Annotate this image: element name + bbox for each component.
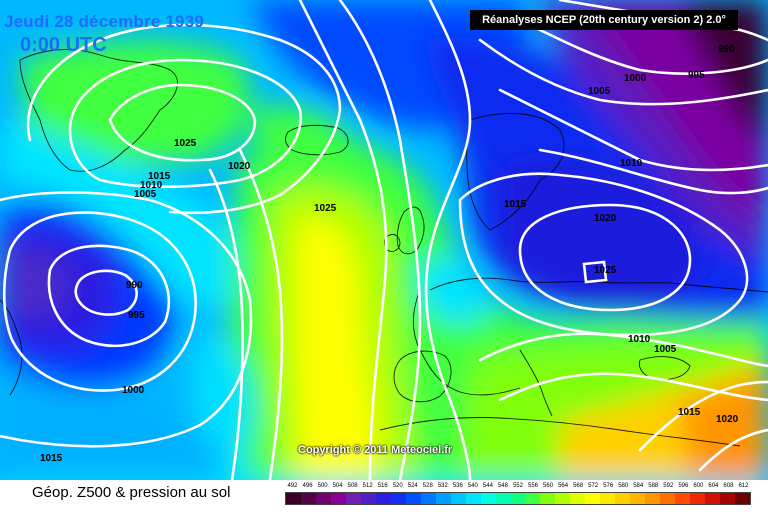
isobars xyxy=(0,0,768,480)
legend-label: 528 xyxy=(422,483,433,489)
legend-swatch xyxy=(735,493,751,504)
legend-label: 496 xyxy=(302,483,313,489)
isobar-label: 1015 xyxy=(678,407,701,418)
legend-label: 612 xyxy=(738,483,749,489)
legend-labels: 492 496 500 504 508 512 516 520 524 528 532 536 540 5… xyxy=(285,482,751,491)
isobar-label: 1025 xyxy=(594,265,617,276)
isobar-label: 1005 xyxy=(654,344,677,355)
isobar-label: 1025 xyxy=(174,138,197,149)
legend-label: 536 xyxy=(452,483,463,489)
isobar-label: 1015 xyxy=(504,199,527,210)
legend-label: 548 xyxy=(497,483,508,489)
isobar-labels: 990 1000 995 1005 1010 1025 1020 1015 10… xyxy=(40,44,739,464)
legend-swatch xyxy=(705,493,721,504)
legend-swatch xyxy=(465,493,481,504)
legend-swatch xyxy=(420,493,436,504)
isobar-label: 1010 xyxy=(140,180,163,191)
legend-label: 556 xyxy=(528,483,539,489)
legend-swatch xyxy=(345,493,361,504)
legend-swatch xyxy=(375,493,391,504)
map-date: Jeudi 28 décembre 1939 xyxy=(4,12,205,31)
isobar-label: 1015 xyxy=(148,171,171,182)
legend-label: 516 xyxy=(377,483,388,489)
legend-swatch xyxy=(510,493,526,504)
legend-swatch xyxy=(585,493,601,504)
legend-label: 504 xyxy=(332,483,343,489)
legend-label: 604 xyxy=(708,483,719,489)
isobar-label: 1005 xyxy=(588,86,611,97)
footer-title: Géop. Z500 & pression au sol xyxy=(32,484,231,501)
isobar-label: 990 xyxy=(718,44,735,55)
legend-label: 572 xyxy=(588,483,599,489)
legend-swatch xyxy=(675,493,691,504)
isobar-label: 990 xyxy=(126,280,143,291)
isobar-label: 1000 xyxy=(624,73,647,84)
legend-label: 584 xyxy=(633,483,644,489)
isobar-label: 1010 xyxy=(620,158,643,169)
legend-label: 592 xyxy=(663,483,674,489)
legend-swatch xyxy=(615,493,631,504)
legend-label: 600 xyxy=(693,483,704,489)
legend-label: 564 xyxy=(558,483,569,489)
weather-map: 990 1000 995 1005 1010 1025 1020 1015 10… xyxy=(0,0,768,480)
legend-label: 568 xyxy=(573,483,584,489)
legend-swatch xyxy=(570,493,586,504)
isobar-label: 1010 xyxy=(628,334,651,345)
map-time: 0:00 UTC xyxy=(20,34,107,56)
isobar-label: 1025 xyxy=(314,203,337,214)
legend-label: 524 xyxy=(407,483,418,489)
legend-swatch xyxy=(435,493,451,504)
isobar-label: 1005 xyxy=(134,189,157,200)
legend-label: 596 xyxy=(678,483,689,489)
isobar-label: 1000 xyxy=(122,385,145,396)
legend-label: 500 xyxy=(317,483,328,489)
legend-swatch xyxy=(600,493,616,504)
legend-swatch xyxy=(645,493,661,504)
legend-swatch xyxy=(300,493,316,504)
isobar-label: 1020 xyxy=(228,161,251,172)
legend-label: 580 xyxy=(618,483,629,489)
legend-swatch xyxy=(555,493,571,504)
legend-label: 512 xyxy=(362,483,373,489)
copyright-notice: Copyright © 2011 Meteociel.fr xyxy=(298,444,453,456)
isobar-label: 995 xyxy=(128,310,145,321)
legend-swatch xyxy=(286,493,301,504)
legend-swatch xyxy=(405,493,421,504)
isobar-label: 995 xyxy=(688,70,705,81)
legend-swatch xyxy=(525,493,541,504)
legend-swatch xyxy=(360,493,376,504)
legend-label: 560 xyxy=(543,483,554,489)
legend-label: 508 xyxy=(347,483,358,489)
isobar-label: 1020 xyxy=(594,213,617,224)
legend-swatch xyxy=(390,493,406,504)
data-source-label: Réanalyses NCEP (20th century version 2)… xyxy=(470,10,738,30)
legend-swatch xyxy=(660,493,676,504)
legend-label: 576 xyxy=(603,483,614,489)
legend-swatch xyxy=(720,493,736,504)
legend-label: 588 xyxy=(648,483,659,489)
legend-swatch xyxy=(330,493,346,504)
isobar-label: 1020 xyxy=(716,414,739,425)
legend-label: 608 xyxy=(723,483,734,489)
legend-label: 552 xyxy=(512,483,523,489)
legend-swatch xyxy=(480,493,496,504)
legend-label: 520 xyxy=(392,483,403,489)
legend-swatch xyxy=(495,493,511,504)
legend-label: 532 xyxy=(437,483,448,489)
legend-swatch xyxy=(540,493,556,504)
coastlines xyxy=(0,49,768,447)
color-legend: 492 496 500 504 508 512 516 520 524 528 532 536 540 5… xyxy=(285,482,751,508)
geopotential-field xyxy=(0,0,768,480)
legend-swatch xyxy=(690,493,706,504)
legend-swatches xyxy=(285,492,751,505)
legend-swatch xyxy=(450,493,466,504)
isobar-label: 1015 xyxy=(40,453,63,464)
legend-label: 492 xyxy=(287,483,298,489)
legend-swatch xyxy=(315,493,331,504)
legend-label: 544 xyxy=(482,483,493,489)
legend-swatch xyxy=(630,493,646,504)
legend-label: 540 xyxy=(467,483,478,489)
